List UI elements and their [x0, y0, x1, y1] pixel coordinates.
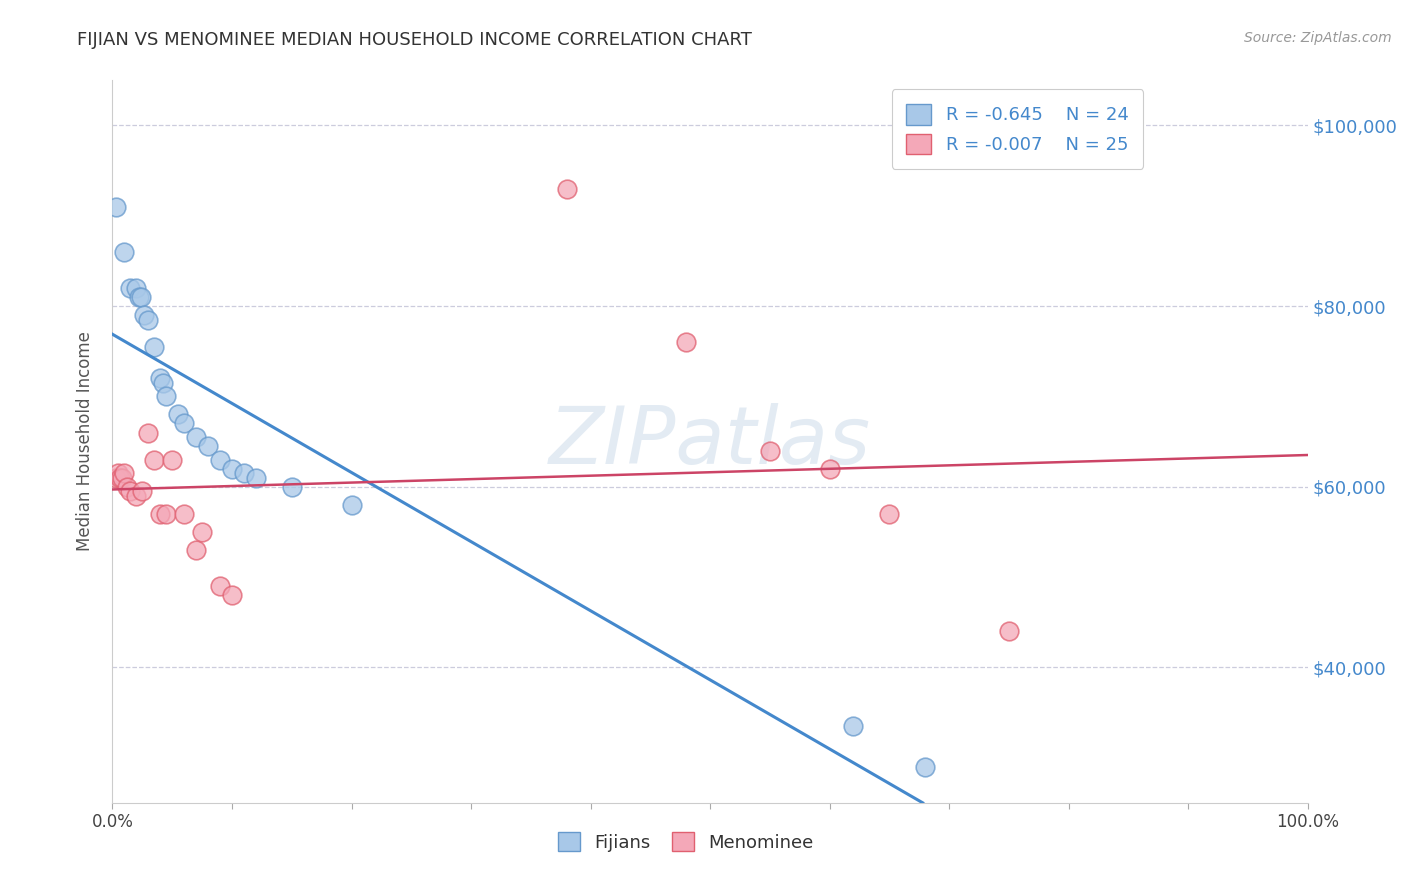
Legend: Fijians, Menominee: Fijians, Menominee: [551, 825, 821, 859]
Point: [186, 542, 208, 557]
Point: [107, 466, 129, 480]
Point: [221, 461, 243, 475]
Point: [675, 335, 697, 350]
Point: [152, 376, 174, 390]
Point: [173, 417, 195, 431]
Point: [125, 281, 148, 295]
Point: [143, 340, 166, 354]
Point: [759, 443, 782, 458]
Point: [233, 466, 256, 480]
Point: [186, 430, 208, 444]
Point: [162, 452, 183, 467]
Point: [555, 181, 578, 195]
Point: [131, 484, 153, 499]
Point: [818, 461, 841, 475]
Point: [149, 371, 172, 385]
Point: [209, 579, 232, 593]
Point: [105, 200, 128, 214]
Point: [115, 480, 138, 494]
Point: [105, 471, 128, 485]
Point: [167, 408, 190, 422]
Point: [998, 624, 1021, 639]
Y-axis label: Median Household Income: Median Household Income: [76, 332, 94, 551]
Point: [114, 244, 135, 259]
Point: [120, 281, 142, 295]
Point: [245, 471, 267, 485]
Point: [125, 489, 148, 503]
Point: [842, 719, 865, 733]
Point: [111, 471, 134, 485]
Point: [197, 439, 219, 453]
Point: [879, 507, 901, 521]
Point: [173, 507, 195, 521]
Point: [129, 290, 152, 304]
Point: [340, 498, 363, 512]
Text: ZIPatlas: ZIPatlas: [548, 402, 872, 481]
Point: [221, 588, 243, 602]
Point: [914, 759, 936, 773]
Point: [191, 524, 214, 539]
Point: [138, 312, 160, 326]
Point: [155, 507, 177, 521]
Point: [209, 452, 232, 467]
Point: [128, 290, 150, 304]
Point: [149, 507, 172, 521]
Point: [120, 484, 142, 499]
Text: FIJIAN VS MENOMINEE MEDIAN HOUSEHOLD INCOME CORRELATION CHART: FIJIAN VS MENOMINEE MEDIAN HOUSEHOLD INC…: [77, 31, 752, 49]
Point: [281, 480, 304, 494]
Text: Source: ZipAtlas.com: Source: ZipAtlas.com: [1244, 31, 1392, 45]
Point: [132, 308, 155, 322]
Point: [155, 389, 177, 403]
Point: [108, 471, 131, 485]
Point: [114, 466, 135, 480]
Point: [138, 425, 160, 440]
Point: [143, 452, 166, 467]
